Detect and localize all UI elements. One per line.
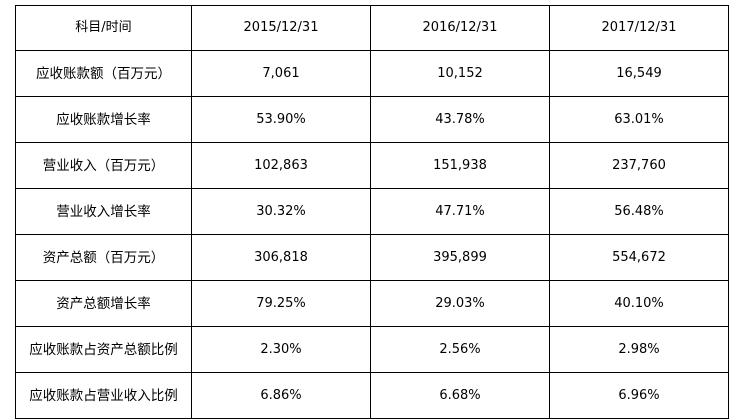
table-cell: 2.56% xyxy=(370,326,550,373)
table-cell: 395,899 xyxy=(370,234,550,281)
header-cell-item-time: 科目/时间 xyxy=(15,5,192,51)
table-cell: 102,863 xyxy=(191,142,371,189)
row-label: 资产总额（百万元） xyxy=(15,234,192,281)
table-cell: 6.96% xyxy=(549,372,729,419)
table-cell: 6.68% xyxy=(370,372,550,419)
row-label: 应收账款占营业收入比例 xyxy=(15,372,192,419)
table-row: 应收账款占营业收入比例 6.86% 6.68% 6.96% xyxy=(15,372,729,419)
table-cell: 6.86% xyxy=(191,372,371,419)
table-cell: 47.71% xyxy=(370,188,550,235)
table-cell: 10,152 xyxy=(370,50,550,97)
table-cell: 79.25% xyxy=(191,280,371,327)
table-cell: 237,760 xyxy=(549,142,729,189)
table-cell: 40.10% xyxy=(549,280,729,327)
table-cell: 29.03% xyxy=(370,280,550,327)
table-row: 资产总额增长率 79.25% 29.03% 40.10% xyxy=(15,280,729,327)
row-label: 应收账款增长率 xyxy=(15,96,192,143)
row-label: 营业收入（百万元） xyxy=(15,142,192,189)
row-label: 营业收入增长率 xyxy=(15,188,192,235)
table-row: 应收账款占资产总额比例 2.30% 2.56% 2.98% xyxy=(15,326,729,373)
table-cell: 43.78% xyxy=(370,96,550,143)
table-cell: 306,818 xyxy=(191,234,371,281)
table-cell: 7,061 xyxy=(191,50,371,97)
row-label: 应收账款占资产总额比例 xyxy=(15,326,192,373)
table-cell: 2.30% xyxy=(191,326,371,373)
table-cell: 16,549 xyxy=(549,50,729,97)
table-row: 资产总额（百万元） 306,818 395,899 554,672 xyxy=(15,234,729,281)
table-cell: 56.48% xyxy=(549,188,729,235)
table-row: 营业收入增长率 30.32% 47.71% 56.48% xyxy=(15,188,729,235)
table-cell: 30.32% xyxy=(191,188,371,235)
financial-table: 科目/时间 2015/12/31 2016/12/31 2017/12/31 应… xyxy=(15,5,729,419)
table-row: 营业收入（百万元） 102,863 151,938 237,760 xyxy=(15,142,729,189)
table-row: 应收账款额（百万元） 7,061 10,152 16,549 xyxy=(15,50,729,97)
row-label: 资产总额增长率 xyxy=(15,280,192,327)
header-cell-2015: 2015/12/31 xyxy=(191,5,371,51)
table-row: 应收账款增长率 53.90% 43.78% 63.01% xyxy=(15,96,729,143)
table-cell: 554,672 xyxy=(549,234,729,281)
table-cell: 151,938 xyxy=(370,142,550,189)
header-cell-2017: 2017/12/31 xyxy=(549,5,729,51)
row-label: 应收账款额（百万元） xyxy=(15,50,192,97)
table-cell: 53.90% xyxy=(191,96,371,143)
table-cell: 63.01% xyxy=(549,96,729,143)
header-row: 科目/时间 2015/12/31 2016/12/31 2017/12/31 xyxy=(15,5,729,51)
header-cell-2016: 2016/12/31 xyxy=(370,5,550,51)
table-cell: 2.98% xyxy=(549,326,729,373)
